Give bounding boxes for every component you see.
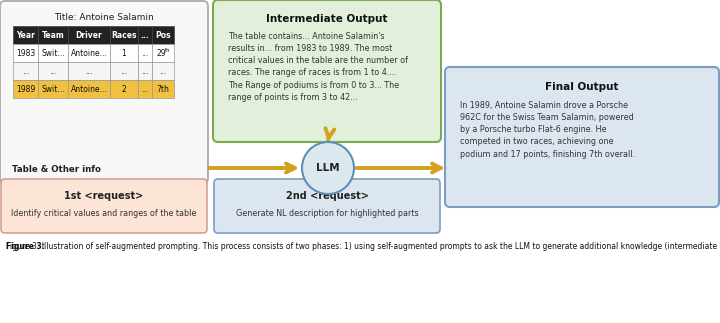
Bar — [110, 80, 138, 98]
Text: Title: Antoine Salamin: Title: Antoine Salamin — [54, 13, 154, 22]
Text: In 1989, Antoine Salamin drove a Porsche
962C for the Swiss Team Salamin, powere: In 1989, Antoine Salamin drove a Porsche… — [460, 101, 635, 159]
Text: 1st <request>: 1st <request> — [64, 191, 143, 201]
Text: Intermediate Output: Intermediate Output — [266, 14, 388, 24]
FancyBboxPatch shape — [214, 179, 440, 233]
Bar — [68, 26, 110, 44]
Bar — [68, 44, 110, 62]
Text: 1989: 1989 — [16, 85, 35, 93]
Text: 1: 1 — [122, 48, 127, 57]
Bar — [110, 44, 138, 62]
Text: Final Output: Final Output — [545, 82, 618, 92]
Bar — [110, 26, 138, 44]
Text: The table contains... Antoine Salamin's
results in... from 1983 to 1989. The mos: The table contains... Antoine Salamin's … — [228, 32, 408, 102]
Text: Swit...: Swit... — [41, 85, 65, 93]
Text: ...: ... — [120, 67, 127, 76]
Text: ...: ... — [141, 85, 148, 93]
Text: ...: ... — [140, 30, 149, 39]
Bar — [68, 62, 110, 80]
Text: 1983: 1983 — [16, 48, 35, 57]
Text: ...: ... — [50, 67, 57, 76]
Text: 2nd <request>: 2nd <request> — [286, 191, 369, 201]
Text: Antoine...: Antoine... — [71, 85, 107, 93]
Bar — [152, 80, 174, 98]
Text: LLM: LLM — [316, 163, 340, 173]
Text: Figure 3:: Figure 3: — [6, 242, 45, 251]
Text: Driver: Driver — [76, 30, 102, 39]
Bar — [138, 44, 152, 62]
Bar — [138, 26, 152, 44]
Circle shape — [302, 142, 354, 194]
Text: Year: Year — [16, 30, 35, 39]
FancyBboxPatch shape — [445, 67, 719, 207]
Text: ...: ... — [22, 67, 29, 76]
Text: Pos: Pos — [156, 30, 171, 39]
Bar — [152, 26, 174, 44]
Text: Races: Races — [112, 30, 137, 39]
Bar — [110, 62, 138, 80]
Text: ...: ... — [159, 67, 166, 76]
Bar — [13, 44, 38, 62]
Text: th: th — [166, 48, 171, 53]
Text: Team: Team — [42, 30, 64, 39]
FancyBboxPatch shape — [0, 1, 208, 183]
FancyBboxPatch shape — [213, 0, 441, 142]
Text: 29: 29 — [156, 48, 166, 57]
Text: Identify critical values and ranges of the table: Identify critical values and ranges of t… — [12, 210, 197, 218]
Bar — [138, 62, 152, 80]
Bar — [138, 80, 152, 98]
Text: Figure 3: Illustration of self-augmented prompting. This process consists of two: Figure 3: Illustration of self-augmented… — [6, 242, 720, 251]
Bar — [13, 80, 38, 98]
FancyBboxPatch shape — [1, 179, 207, 233]
Bar — [68, 80, 110, 98]
Text: ...: ... — [141, 67, 148, 76]
Text: Table & Other info: Table & Other info — [12, 165, 101, 174]
Text: ...: ... — [141, 48, 148, 57]
Bar — [13, 26, 38, 44]
FancyArrowPatch shape — [325, 128, 334, 141]
Text: ...: ... — [86, 67, 93, 76]
Bar — [13, 62, 38, 80]
Bar — [38, 80, 68, 98]
Bar — [38, 26, 68, 44]
Bar — [38, 62, 68, 80]
Text: 7th: 7th — [156, 85, 169, 93]
Bar — [152, 62, 174, 80]
Text: Antoine...: Antoine... — [71, 48, 107, 57]
Text: Swit...: Swit... — [41, 48, 65, 57]
Bar — [152, 44, 174, 62]
Bar — [38, 44, 68, 62]
Text: Generate NL description for highlighted parts: Generate NL description for highlighted … — [235, 210, 418, 218]
Text: 2: 2 — [122, 85, 127, 93]
